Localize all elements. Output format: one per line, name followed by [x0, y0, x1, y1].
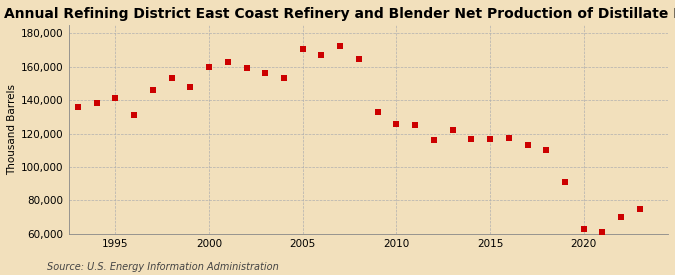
Point: [110, 96, 121, 101]
Point: [522, 143, 533, 147]
Point: [410, 123, 421, 127]
Text: Source: U.S. Energy Information Administration: Source: U.S. Energy Information Administ…: [47, 262, 279, 272]
Point: [373, 110, 383, 114]
Point: [597, 230, 608, 235]
Point: [73, 105, 84, 109]
Point: [429, 138, 439, 142]
Point: [204, 65, 215, 69]
Y-axis label: Thousand Barrels: Thousand Barrels: [7, 84, 17, 175]
Point: [241, 66, 252, 71]
Point: [129, 113, 140, 117]
Point: [91, 100, 102, 105]
Point: [391, 121, 402, 126]
Point: [485, 136, 495, 141]
Point: [279, 76, 290, 81]
Point: [541, 148, 551, 153]
Point: [166, 76, 177, 81]
Point: [148, 88, 159, 92]
Point: [185, 85, 196, 89]
Point: [260, 71, 271, 76]
Point: [335, 44, 346, 48]
Point: [298, 47, 308, 51]
Point: [616, 215, 626, 219]
Point: [448, 128, 458, 133]
Title: Annual Refining District East Coast Refinery and Blender Net Production of Disti: Annual Refining District East Coast Refi…: [4, 7, 675, 21]
Point: [466, 137, 477, 142]
Point: [354, 57, 364, 61]
Point: [634, 207, 645, 211]
Point: [504, 136, 514, 140]
Point: [560, 180, 570, 184]
Point: [316, 53, 327, 57]
Point: [578, 227, 589, 231]
Point: [223, 59, 234, 64]
